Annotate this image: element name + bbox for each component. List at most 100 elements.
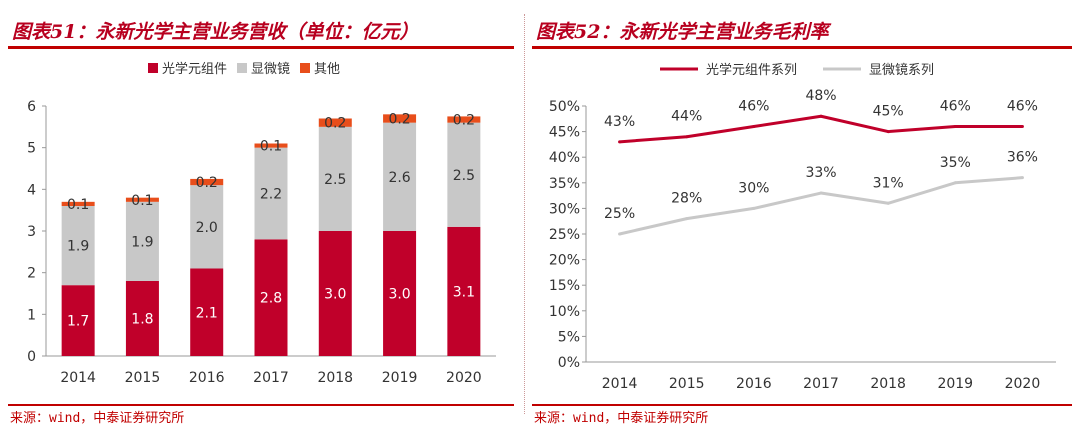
panel-divider [524,14,525,414]
data-point [752,206,756,210]
chart-title: 图表51：永新光学主营业务营收（单位：亿元） [12,21,419,43]
legend-swatch [300,63,310,73]
bar-segment [447,116,481,123]
bar-segment [125,201,159,281]
title-divider [8,46,514,49]
y-tick-label: 1 [27,307,36,323]
y-tick-label: 20% [549,253,580,269]
data-label: 0.1 [67,197,89,213]
data-label: 2.5 [453,168,475,184]
data-label: 1.8 [131,312,153,328]
y-tick-label: 5 [27,141,36,157]
data-point [953,124,957,128]
data-label: 46% [1007,98,1038,114]
data-label: 45% [873,104,904,120]
y-tick-label: 0 [27,349,36,365]
bar-segment [190,185,224,269]
data-label: 3.0 [324,287,346,303]
legend-swatch [237,63,247,73]
data-label: 35% [940,155,971,171]
data-label: 3.0 [388,287,410,303]
y-tick-label: 15% [549,278,580,294]
data-point [752,124,756,128]
data-label: 46% [940,98,971,114]
y-tick-label: 3 [27,224,36,240]
bar-segment [190,178,224,186]
bar-segment [254,239,288,356]
data-label: 2.1 [196,305,218,321]
y-tick-label: 40% [549,150,580,166]
x-tick-label: 2014 [602,376,638,392]
line-chart: 0% 5% 10% 15% 20% 25% 30% 35% 40% 45% 50% 光学元组件系列 显微… [549,62,1056,392]
x-tick-label: 2016 [736,376,772,392]
data-label: 30% [738,180,769,196]
data-label: 48% [805,88,836,104]
data-point [618,232,622,236]
bar-segment [447,226,481,356]
data-label: 28% [671,191,702,207]
bar-segment [318,118,352,127]
x-tick-label: 2020 [1005,376,1041,392]
bar-segment [125,281,159,356]
y-tick-label: 2 [27,266,36,282]
data-label: 36% [1007,150,1038,166]
x-tick-label: 2015 [669,376,705,392]
source-note: 来源：wind，中泰证券研究所 [10,411,185,426]
bar-segment [318,126,352,231]
data-point [685,135,689,139]
title-divider [532,46,1072,49]
y-tick-label: 6 [27,99,36,115]
data-point [886,201,890,205]
legend-label: 光学元组件 [162,61,227,77]
data-point [819,191,823,195]
data-point [819,114,823,118]
data-label: 2.5 [324,172,346,188]
margin-chart-panel: 图表52：永新光学主营业务毛利率 0% 5% 10% 15% 20% 25% 30% 35% 4… [528,0,1080,431]
data-label: 1.7 [67,314,89,330]
x-tick-label: 2020 [446,370,482,386]
data-label: 0.2 [196,175,218,191]
source-divider [8,404,514,406]
legend-label: 显微镜 [251,62,290,77]
x-tick-label: 2018 [870,376,906,392]
bar-segment [383,122,417,231]
data-point [685,217,689,221]
y-tick-label: 50% [549,99,580,115]
bar-segment [383,114,417,123]
x-tick-label: 2016 [189,370,225,386]
data-label: 31% [873,175,904,191]
data-point [618,140,622,144]
bar-segment [61,201,95,206]
data-label: 0.2 [453,113,475,129]
data-label: 0.2 [324,116,346,132]
y-tick-label: 45% [549,125,580,141]
y-tick-label: 25% [549,227,580,243]
legend-swatch [148,63,158,73]
legend-label: 显微镜系列 [869,63,934,78]
data-label: 1.9 [67,239,89,255]
data-label: 0.1 [260,139,282,155]
data-label: 0.1 [131,193,153,209]
chart-title: 图表52：永新光学主营业务毛利率 [536,21,829,43]
y-tick-label: 4 [27,182,36,198]
data-point [953,181,957,185]
y-tick-label: 35% [549,176,580,192]
data-label: 3.1 [453,284,475,300]
data-label: 43% [604,114,635,130]
data-label: 2.6 [388,170,410,186]
source-divider [532,404,1072,406]
x-tick-label: 2014 [60,370,96,386]
revenue-chart-panel: 图表51：永新光学主营业务营收（单位：亿元） 0 1 2 3 4 5 6 光学元组件 显微镜 其他… [0,0,524,431]
bar-segment [61,285,95,356]
x-tick-label: 2017 [253,370,289,386]
source-note: 来源：wind，中泰证券研究所 [534,411,709,426]
data-label: 46% [738,98,769,114]
y-tick-label: 0% [558,355,580,371]
bar-segment [447,122,481,227]
data-label: 2.2 [260,187,282,203]
bar-segment [254,143,288,148]
x-tick-label: 2015 [125,370,161,386]
x-tick-label: 2019 [937,376,973,392]
legend-label: 光学元组件系列 [706,62,797,78]
legend-label: 其他 [314,62,340,77]
